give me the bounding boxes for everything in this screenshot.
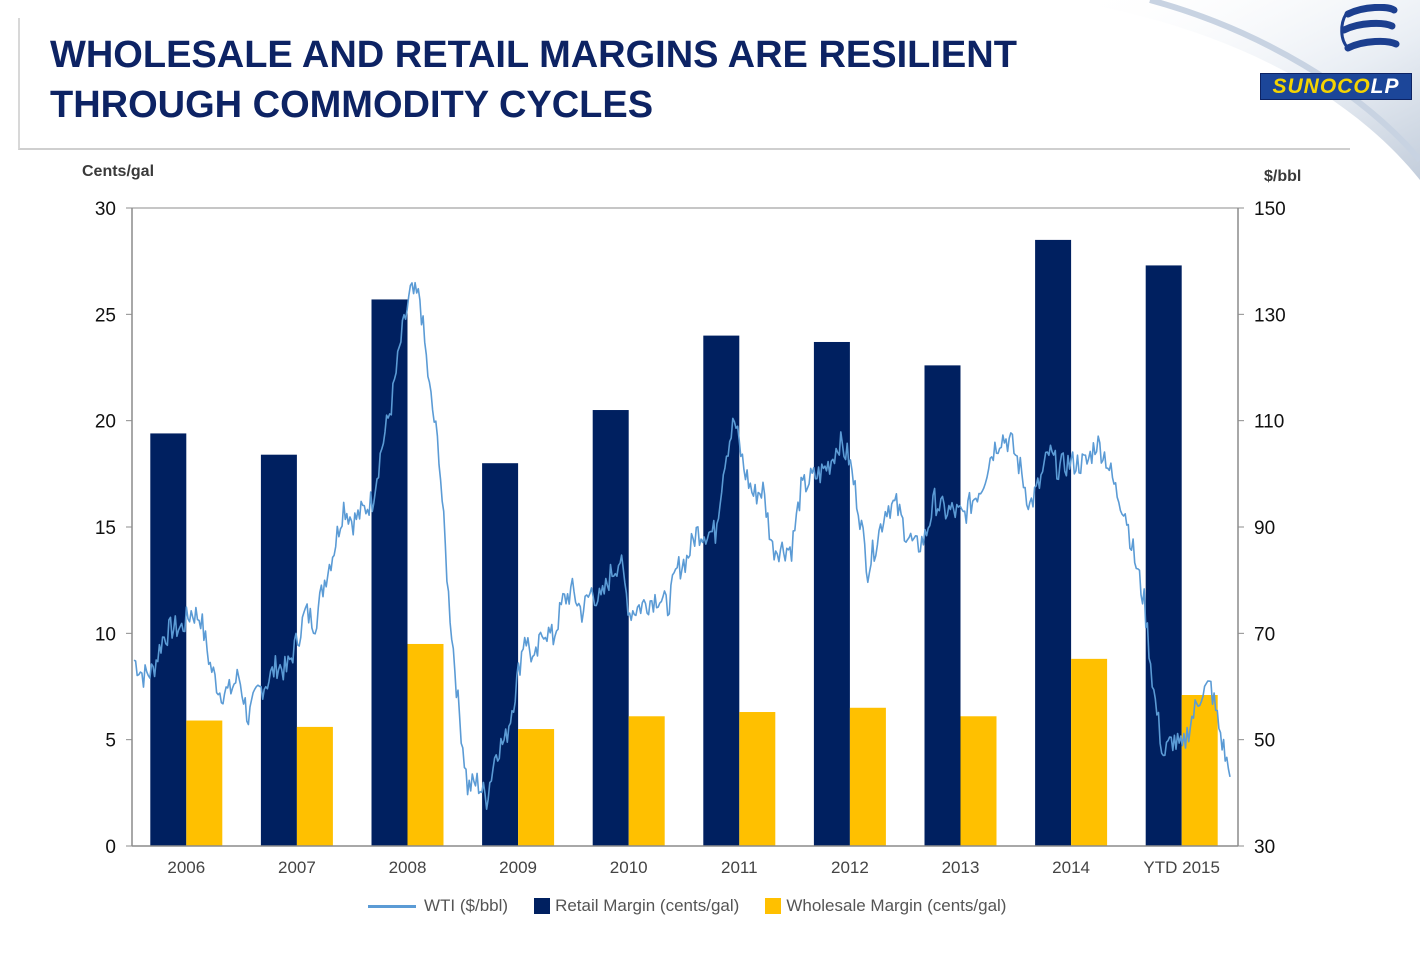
x-tick-label: 2011 xyxy=(721,858,758,877)
bar-retail-margin xyxy=(592,410,629,846)
left-tick-label: 5 xyxy=(105,731,116,752)
legend-item-wholesale: Wholesale Margin (cents/gal) xyxy=(765,896,1006,916)
bar-retail-margin xyxy=(703,335,740,846)
title-line-1: WHOLESALE AND RETAIL MARGINS ARE RESILIE… xyxy=(50,34,1017,76)
right-tick-label: 70 xyxy=(1254,624,1275,645)
bar-wholesale-margin xyxy=(1071,658,1108,846)
bar-layer xyxy=(150,239,1218,846)
bar-retail-margin xyxy=(1145,265,1182,846)
left-tick-label: 10 xyxy=(95,624,116,645)
right-tick-label: 30 xyxy=(1254,837,1275,858)
wti-price-line xyxy=(133,281,1231,811)
legend-label: Wholesale Margin (cents/gal) xyxy=(786,896,1007,915)
bar-wholesale-margin xyxy=(296,726,333,846)
legend-item-wti: WTI ($/bbl) xyxy=(368,896,508,916)
bar-wholesale-margin xyxy=(628,716,665,846)
right-tick-label: 90 xyxy=(1254,518,1275,539)
bar-retail-margin xyxy=(371,299,408,846)
bar-wholesale-margin xyxy=(1181,695,1218,846)
x-tick-label: 2007 xyxy=(278,858,316,877)
right-axis-title: $/bbl xyxy=(1264,168,1302,185)
axes-layer: 2006 2007 2008 2009 2010 2011 2012 2013 2014 YTD … xyxy=(95,199,1286,877)
x-tick-label: 2010 xyxy=(610,858,648,877)
legend-item-retail: Retail Margin (cents/gal) xyxy=(534,896,739,916)
bar-retail-margin xyxy=(813,341,850,846)
legend-swatch-box xyxy=(534,898,551,914)
left-tick-label: 25 xyxy=(95,305,116,326)
left-tick-label: 30 xyxy=(95,199,116,220)
bar-retail-margin xyxy=(482,463,519,846)
logo-text-sunoco: SUNOCO xyxy=(1272,75,1371,98)
x-tick-label: 2013 xyxy=(942,858,980,877)
right-tick-label: 150 xyxy=(1254,199,1286,220)
legend-swatch-line xyxy=(368,904,416,908)
sunoco-lp-logo: SUNOCOLP xyxy=(1258,0,1416,102)
right-tick-label: 50 xyxy=(1254,731,1275,752)
chart-legend: WTI ($/bbl) Retail Margin (cents/gal) Wh… xyxy=(368,894,1032,918)
title-line-2: THROUGH COMMODITY CYCLES xyxy=(50,84,654,126)
bar-wholesale-margin xyxy=(186,720,223,846)
bar-retail-margin xyxy=(924,365,961,846)
bar-wholesale-margin xyxy=(739,712,776,846)
bar-retail-margin xyxy=(1035,239,1072,846)
bar-wholesale-margin xyxy=(849,707,886,846)
wti-line-layer xyxy=(133,281,1231,811)
title-frame xyxy=(18,18,1350,150)
x-tick-label: 2008 xyxy=(389,858,427,877)
slide-title: WHOLESALE AND RETAIL MARGINS ARE RESILIE… xyxy=(50,30,1017,130)
left-tick-label: 15 xyxy=(95,518,116,539)
right-tick-label: 110 xyxy=(1254,412,1284,433)
left-tick-label: 20 xyxy=(95,412,116,433)
x-tick-label: 2014 xyxy=(1052,858,1090,877)
legend-label: Retail Margin (cents/gal) xyxy=(555,896,740,915)
logo-text-lp: LP xyxy=(1370,75,1400,98)
right-tick-label: 130 xyxy=(1254,305,1286,326)
legend-label: WTI ($/bbl) xyxy=(424,896,509,915)
x-tick-label: 2009 xyxy=(499,858,537,877)
bar-wholesale-margin xyxy=(960,716,997,846)
x-tick-label: YTD 2015 xyxy=(1143,858,1220,877)
bar-wholesale-margin xyxy=(518,729,555,846)
bar-retail-margin xyxy=(260,454,297,846)
legend-swatch-box xyxy=(765,898,782,914)
sunoco-e-mark-icon xyxy=(1340,4,1400,52)
bar-wholesale-margin xyxy=(407,643,444,846)
left-tick-label: 0 xyxy=(105,837,116,858)
left-axis-title: Cents/gal xyxy=(82,163,155,180)
decorative-swoosh xyxy=(1060,0,1420,180)
logo-wordmark: SUNOCOLP xyxy=(1260,73,1412,100)
x-tick-label: 2006 xyxy=(167,858,205,877)
x-tick-label: 2012 xyxy=(831,858,869,877)
